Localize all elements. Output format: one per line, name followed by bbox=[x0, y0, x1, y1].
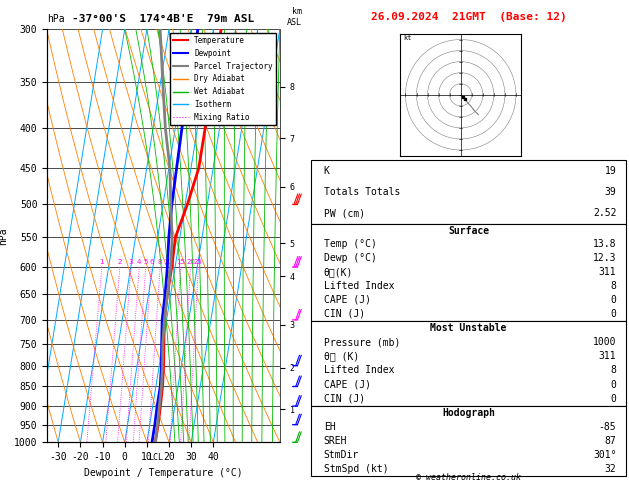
Text: 15: 15 bbox=[176, 259, 185, 265]
FancyBboxPatch shape bbox=[311, 160, 626, 224]
Text: Dewp (°C): Dewp (°C) bbox=[324, 253, 377, 263]
Text: 311: 311 bbox=[599, 351, 616, 361]
Text: 0: 0 bbox=[611, 394, 616, 404]
Text: Hodograph: Hodograph bbox=[442, 408, 495, 418]
Text: 0: 0 bbox=[611, 309, 616, 319]
Text: CIN (J): CIN (J) bbox=[324, 309, 365, 319]
Text: 10: 10 bbox=[163, 259, 172, 265]
Text: K: K bbox=[324, 166, 330, 176]
Text: 8: 8 bbox=[158, 259, 162, 265]
Text: 8: 8 bbox=[611, 281, 616, 291]
Text: SREH: SREH bbox=[324, 436, 347, 446]
Text: Surface: Surface bbox=[448, 226, 489, 236]
Text: Temp (°C): Temp (°C) bbox=[324, 240, 377, 249]
Text: 3: 3 bbox=[129, 259, 133, 265]
FancyBboxPatch shape bbox=[311, 224, 626, 321]
Text: -85: -85 bbox=[599, 422, 616, 432]
Text: Pressure (mb): Pressure (mb) bbox=[324, 337, 400, 347]
Text: CAPE (J): CAPE (J) bbox=[324, 295, 371, 305]
X-axis label: Dewpoint / Temperature (°C): Dewpoint / Temperature (°C) bbox=[84, 468, 243, 478]
Text: Lifted Index: Lifted Index bbox=[324, 365, 394, 375]
Text: θᴄ(K): θᴄ(K) bbox=[324, 267, 353, 277]
Text: 12.3: 12.3 bbox=[593, 253, 616, 263]
Text: Most Unstable: Most Unstable bbox=[430, 323, 507, 333]
Text: Lifted Index: Lifted Index bbox=[324, 281, 394, 291]
Text: km
ASL: km ASL bbox=[287, 7, 302, 27]
Text: kt: kt bbox=[403, 35, 412, 40]
Text: 1: 1 bbox=[99, 259, 104, 265]
Text: 4: 4 bbox=[137, 259, 142, 265]
Text: 8: 8 bbox=[611, 365, 616, 375]
Text: hPa: hPa bbox=[47, 14, 65, 24]
Text: 39: 39 bbox=[604, 187, 616, 197]
Text: 5: 5 bbox=[143, 259, 148, 265]
FancyBboxPatch shape bbox=[311, 406, 626, 476]
Text: 20: 20 bbox=[186, 259, 195, 265]
Text: 32: 32 bbox=[604, 464, 616, 474]
Text: 0: 0 bbox=[611, 380, 616, 390]
Text: 301°: 301° bbox=[593, 450, 616, 460]
Text: 0: 0 bbox=[611, 295, 616, 305]
Text: 2: 2 bbox=[118, 259, 122, 265]
Text: PW (cm): PW (cm) bbox=[324, 208, 365, 218]
Text: Totals Totals: Totals Totals bbox=[324, 187, 400, 197]
Legend: Temperature, Dewpoint, Parcel Trajectory, Dry Adiabat, Wet Adiabat, Isotherm, Mi: Temperature, Dewpoint, Parcel Trajectory… bbox=[170, 33, 276, 125]
Text: 6: 6 bbox=[149, 259, 153, 265]
Text: 1000: 1000 bbox=[593, 337, 616, 347]
Text: 19: 19 bbox=[604, 166, 616, 176]
Text: -37°00'S  174°4B'E  79m ASL: -37°00'S 174°4B'E 79m ASL bbox=[72, 14, 255, 24]
Text: StmSpd (kt): StmSpd (kt) bbox=[324, 464, 389, 474]
Text: 2.52: 2.52 bbox=[593, 208, 616, 218]
Text: © weatheronline.co.uk: © weatheronline.co.uk bbox=[416, 473, 521, 482]
Text: 13.8: 13.8 bbox=[593, 240, 616, 249]
Text: LCL: LCL bbox=[148, 452, 163, 462]
Text: CAPE (J): CAPE (J) bbox=[324, 380, 371, 390]
Text: 25: 25 bbox=[194, 259, 203, 265]
Text: CIN (J): CIN (J) bbox=[324, 394, 365, 404]
FancyBboxPatch shape bbox=[311, 321, 626, 406]
Text: 311: 311 bbox=[599, 267, 616, 277]
Text: EH: EH bbox=[324, 422, 336, 432]
Text: StmDir: StmDir bbox=[324, 450, 359, 460]
Text: θᴄ (K): θᴄ (K) bbox=[324, 351, 359, 361]
Y-axis label: hPa: hPa bbox=[0, 227, 8, 244]
Text: 26.09.2024  21GMT  (Base: 12): 26.09.2024 21GMT (Base: 12) bbox=[370, 12, 567, 22]
Text: 87: 87 bbox=[604, 436, 616, 446]
